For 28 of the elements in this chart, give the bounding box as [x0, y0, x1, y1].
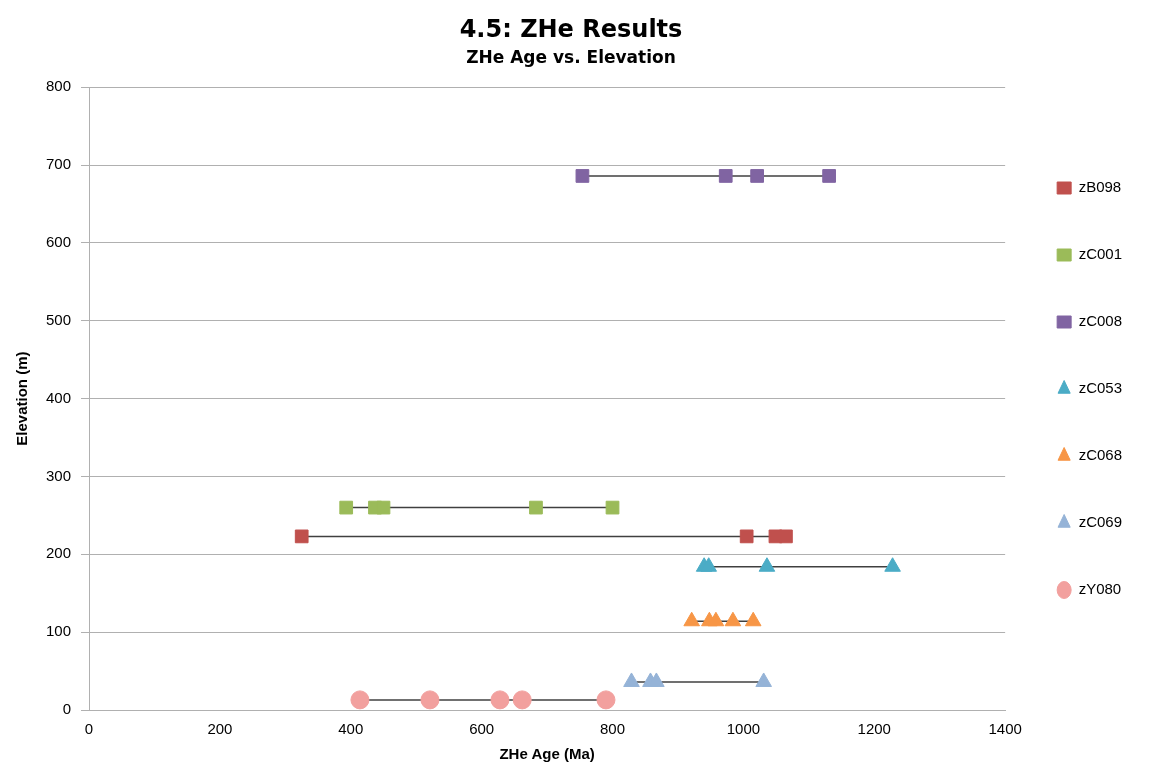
legend-label: zC008: [1078, 312, 1122, 330]
y-tick-label: 700: [46, 155, 72, 173]
x-axis-title: ZHe Age (Ma): [499, 745, 595, 763]
y-tick-label: 100: [46, 622, 72, 640]
y-tick-label: 200: [46, 544, 72, 562]
legend-label: zC068: [1078, 446, 1122, 464]
x-tick-label: 0: [84, 720, 94, 738]
y-tick-label: 600: [46, 233, 72, 251]
legend-label: zC001: [1078, 245, 1122, 263]
legend-label: zC069: [1078, 513, 1122, 531]
x-tick-label: 1000: [726, 720, 761, 738]
legend-label: zB098: [1078, 178, 1122, 196]
legend-label: zC053: [1078, 379, 1122, 397]
x-tick-label: 600: [469, 720, 495, 738]
x-tick-label: 200: [207, 720, 233, 738]
x-tick-label: 1400: [988, 720, 1022, 738]
chart-title: 4.5: ZHe Results: [459, 14, 683, 43]
y-tick-label: 500: [46, 310, 72, 328]
x-tick-label: 1200: [857, 720, 891, 738]
x-tick-label: 400: [338, 720, 364, 738]
x-tick-label: 800: [600, 720, 626, 738]
legend-label: zY080: [1078, 580, 1122, 598]
y-axis-title: Elevation (m): [13, 351, 31, 446]
y-tick-label: 800: [46, 77, 72, 95]
chart-subtitle: ZHe Age vs. Elevation: [466, 47, 676, 68]
y-tick-label: 300: [46, 466, 72, 484]
y-tick-label: 0: [62, 700, 72, 718]
y-tick-label: 400: [46, 388, 72, 406]
